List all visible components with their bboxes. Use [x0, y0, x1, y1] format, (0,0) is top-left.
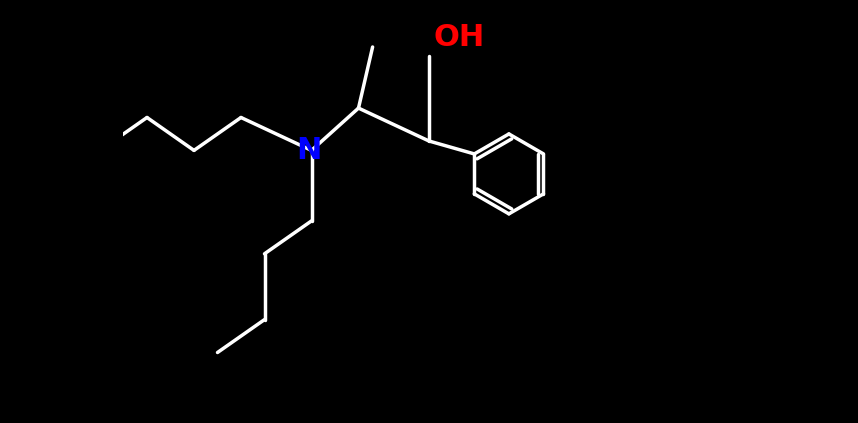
Text: OH: OH [433, 23, 485, 52]
Text: N: N [297, 136, 322, 165]
